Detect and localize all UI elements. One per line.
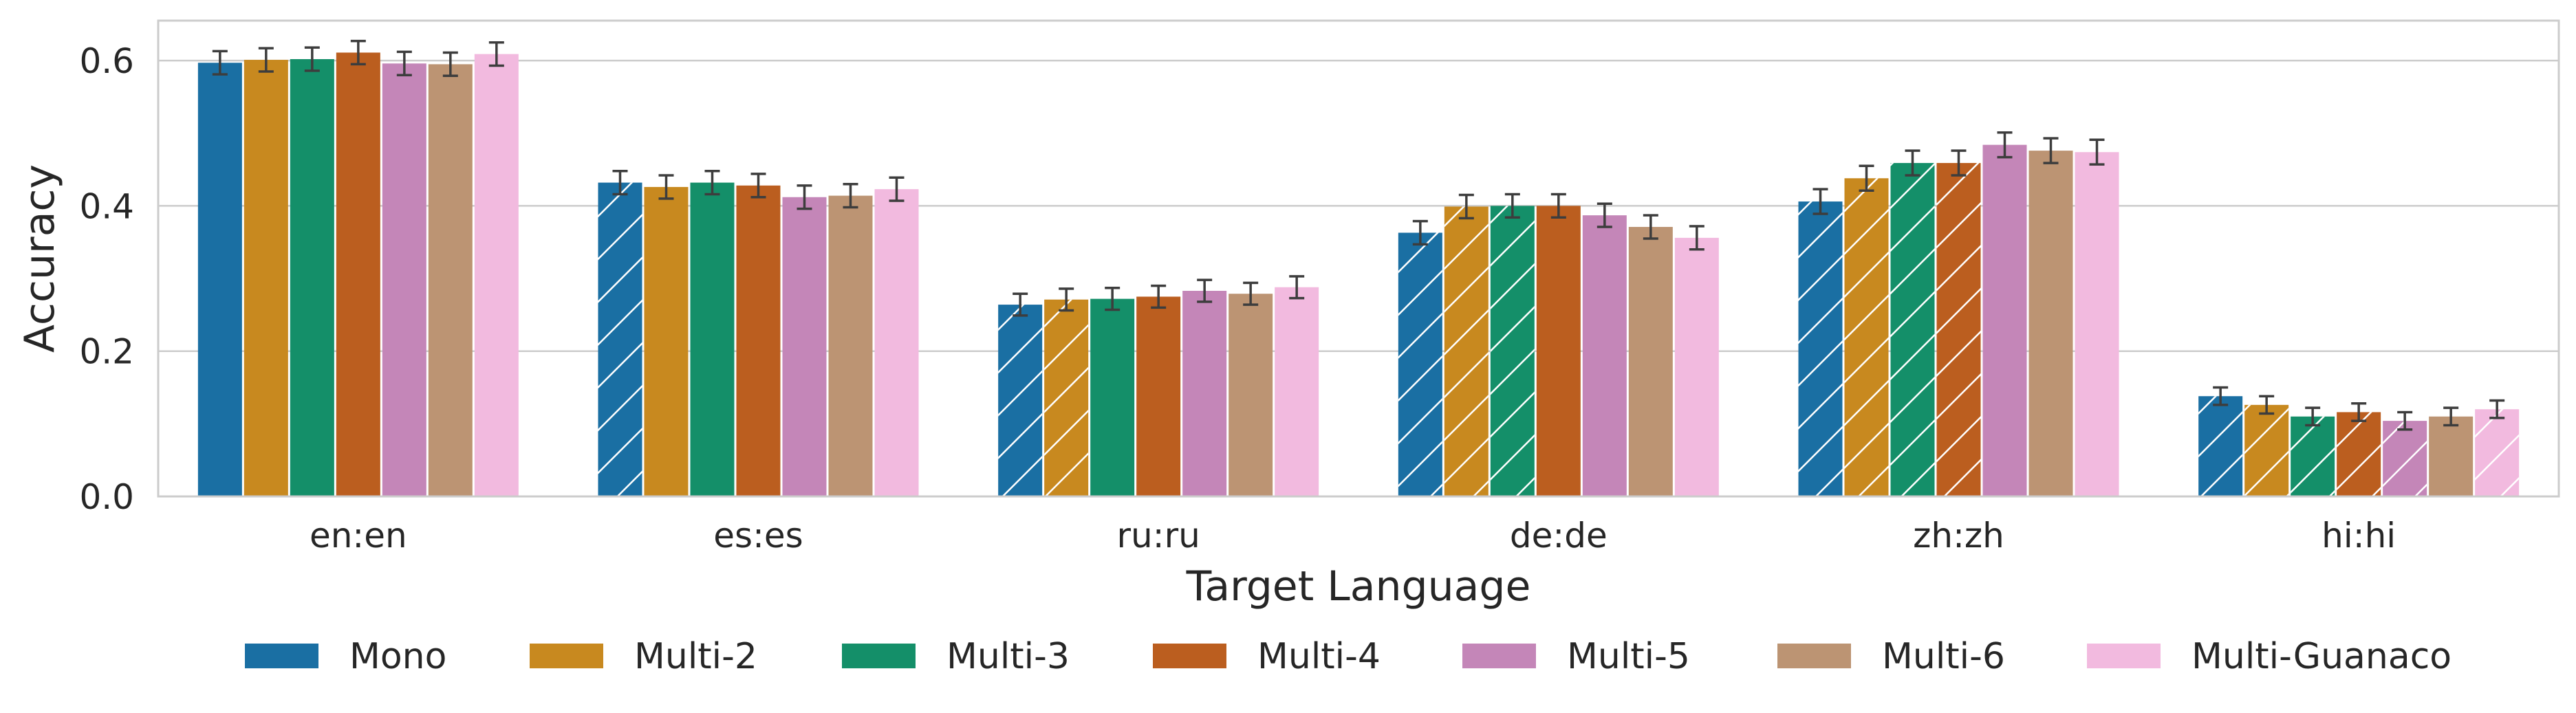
bar-hatch bbox=[598, 182, 642, 496]
bar-zh-zh-multi-guanaco bbox=[2075, 152, 2119, 496]
legend-swatch-multi-guanaco bbox=[2087, 644, 2161, 668]
legend-swatch-multi-6 bbox=[1777, 644, 1851, 668]
y-axis-label: Accuracy bbox=[16, 164, 64, 353]
bars bbox=[197, 52, 2520, 497]
error-bars bbox=[212, 39, 2505, 431]
bar-en-en-multi-6 bbox=[428, 64, 473, 497]
bar-hatch bbox=[1936, 163, 1981, 496]
bar-hatch bbox=[1398, 232, 1442, 496]
bar-hatch bbox=[1444, 206, 1489, 496]
bar-hatch bbox=[2244, 404, 2289, 496]
bar-zh-zh-multi-6 bbox=[2028, 151, 2073, 496]
bar-hatch bbox=[1890, 163, 1935, 496]
x-tick-label: es:es bbox=[713, 516, 803, 556]
legend-label: Multi-4 bbox=[1257, 636, 1381, 677]
bar-es-es-multi-3 bbox=[690, 182, 735, 496]
bar-hatch bbox=[1844, 178, 1889, 496]
y-tick-label: 0.4 bbox=[79, 186, 134, 226]
legend-label: Multi-5 bbox=[1567, 636, 1690, 677]
x-tick-labels: en:en es:es ru:ru de:de zh:zh hi:hi bbox=[310, 516, 2396, 556]
legend-swatch-multi-3 bbox=[842, 644, 916, 668]
bar-hatch bbox=[2198, 396, 2243, 496]
legend-label: Mono bbox=[349, 636, 446, 677]
y-tick-label: 0.6 bbox=[79, 41, 134, 81]
legend-label: Multi-3 bbox=[946, 636, 1070, 677]
bar-de-de-multi-5 bbox=[1582, 215, 1627, 496]
bar-es-es-multi-5 bbox=[782, 197, 827, 496]
plot-frame bbox=[157, 19, 2560, 498]
bar-hatch bbox=[1044, 299, 1089, 496]
x-tick-label: ru:ru bbox=[1116, 516, 1200, 556]
x-tick-label: de:de bbox=[1510, 516, 1608, 556]
bar-es-es-multi-6 bbox=[828, 195, 873, 496]
bar-hatch bbox=[1490, 206, 1535, 496]
bar-ru-ru-multi-guanaco bbox=[1275, 287, 1319, 496]
bar-en-en-multi-3 bbox=[290, 58, 334, 496]
bar-hi-hi-multi-6 bbox=[2429, 416, 2474, 496]
bar-es-es-multi-guanaco bbox=[874, 189, 919, 496]
bar-en-en-multi-4 bbox=[336, 52, 380, 497]
y-tick-label: 0.2 bbox=[79, 332, 134, 372]
bar-hatch bbox=[2291, 416, 2335, 496]
legend-label: Multi-6 bbox=[1882, 636, 2005, 677]
legend-swatch-multi-5 bbox=[1462, 644, 1536, 668]
bar-hatch bbox=[2475, 409, 2520, 496]
bar-ru-ru-multi-4 bbox=[1136, 296, 1181, 496]
x-tick-label: hi:hi bbox=[2321, 516, 2396, 556]
bar-zh-zh-multi-5 bbox=[1982, 144, 2027, 496]
bar-hatch bbox=[1798, 201, 1843, 496]
bar-hatch bbox=[2383, 421, 2427, 496]
legend: Mono Multi-2 Multi-3 Multi-4 Multi-5 Multi-6 M… bbox=[245, 636, 2451, 677]
legend-swatch-multi-2 bbox=[530, 644, 603, 668]
bar-en-en-multi-5 bbox=[382, 63, 426, 496]
bar-ru-ru-multi-6 bbox=[1229, 294, 1273, 496]
bar-hatch bbox=[2337, 412, 2381, 496]
x-axis-label: Target Language bbox=[1186, 562, 1531, 611]
y-tick-labels: 0.0 0.2 0.4 0.6 bbox=[79, 41, 134, 517]
bar-en-en-mono bbox=[197, 63, 242, 496]
y-tick-label: 0.0 bbox=[79, 477, 134, 517]
legend-label: Multi-Guanaco bbox=[2191, 636, 2451, 677]
legend-label: Multi-2 bbox=[634, 636, 757, 677]
legend-swatch-mono bbox=[245, 644, 318, 668]
bar-es-es-multi-2 bbox=[644, 186, 689, 496]
bar-ru-ru-multi-5 bbox=[1182, 291, 1227, 496]
bar-en-en-multi-guanaco bbox=[474, 54, 519, 497]
bar-de-de-multi-guanaco bbox=[1674, 237, 1719, 496]
plot-background bbox=[158, 21, 2559, 496]
bar-es-es-multi-4 bbox=[736, 185, 781, 496]
bar-ru-ru-multi-3 bbox=[1090, 298, 1135, 496]
bar-hatch bbox=[998, 305, 1043, 496]
bar-de-de-multi-6 bbox=[1628, 227, 1673, 496]
x-tick-label: zh:zh bbox=[1913, 516, 2004, 556]
bar-en-en-multi-2 bbox=[243, 60, 288, 496]
x-tick-label: en:en bbox=[310, 516, 407, 556]
legend-swatch-multi-4 bbox=[1153, 644, 1226, 668]
bar-de-de-multi-4 bbox=[1536, 206, 1581, 496]
